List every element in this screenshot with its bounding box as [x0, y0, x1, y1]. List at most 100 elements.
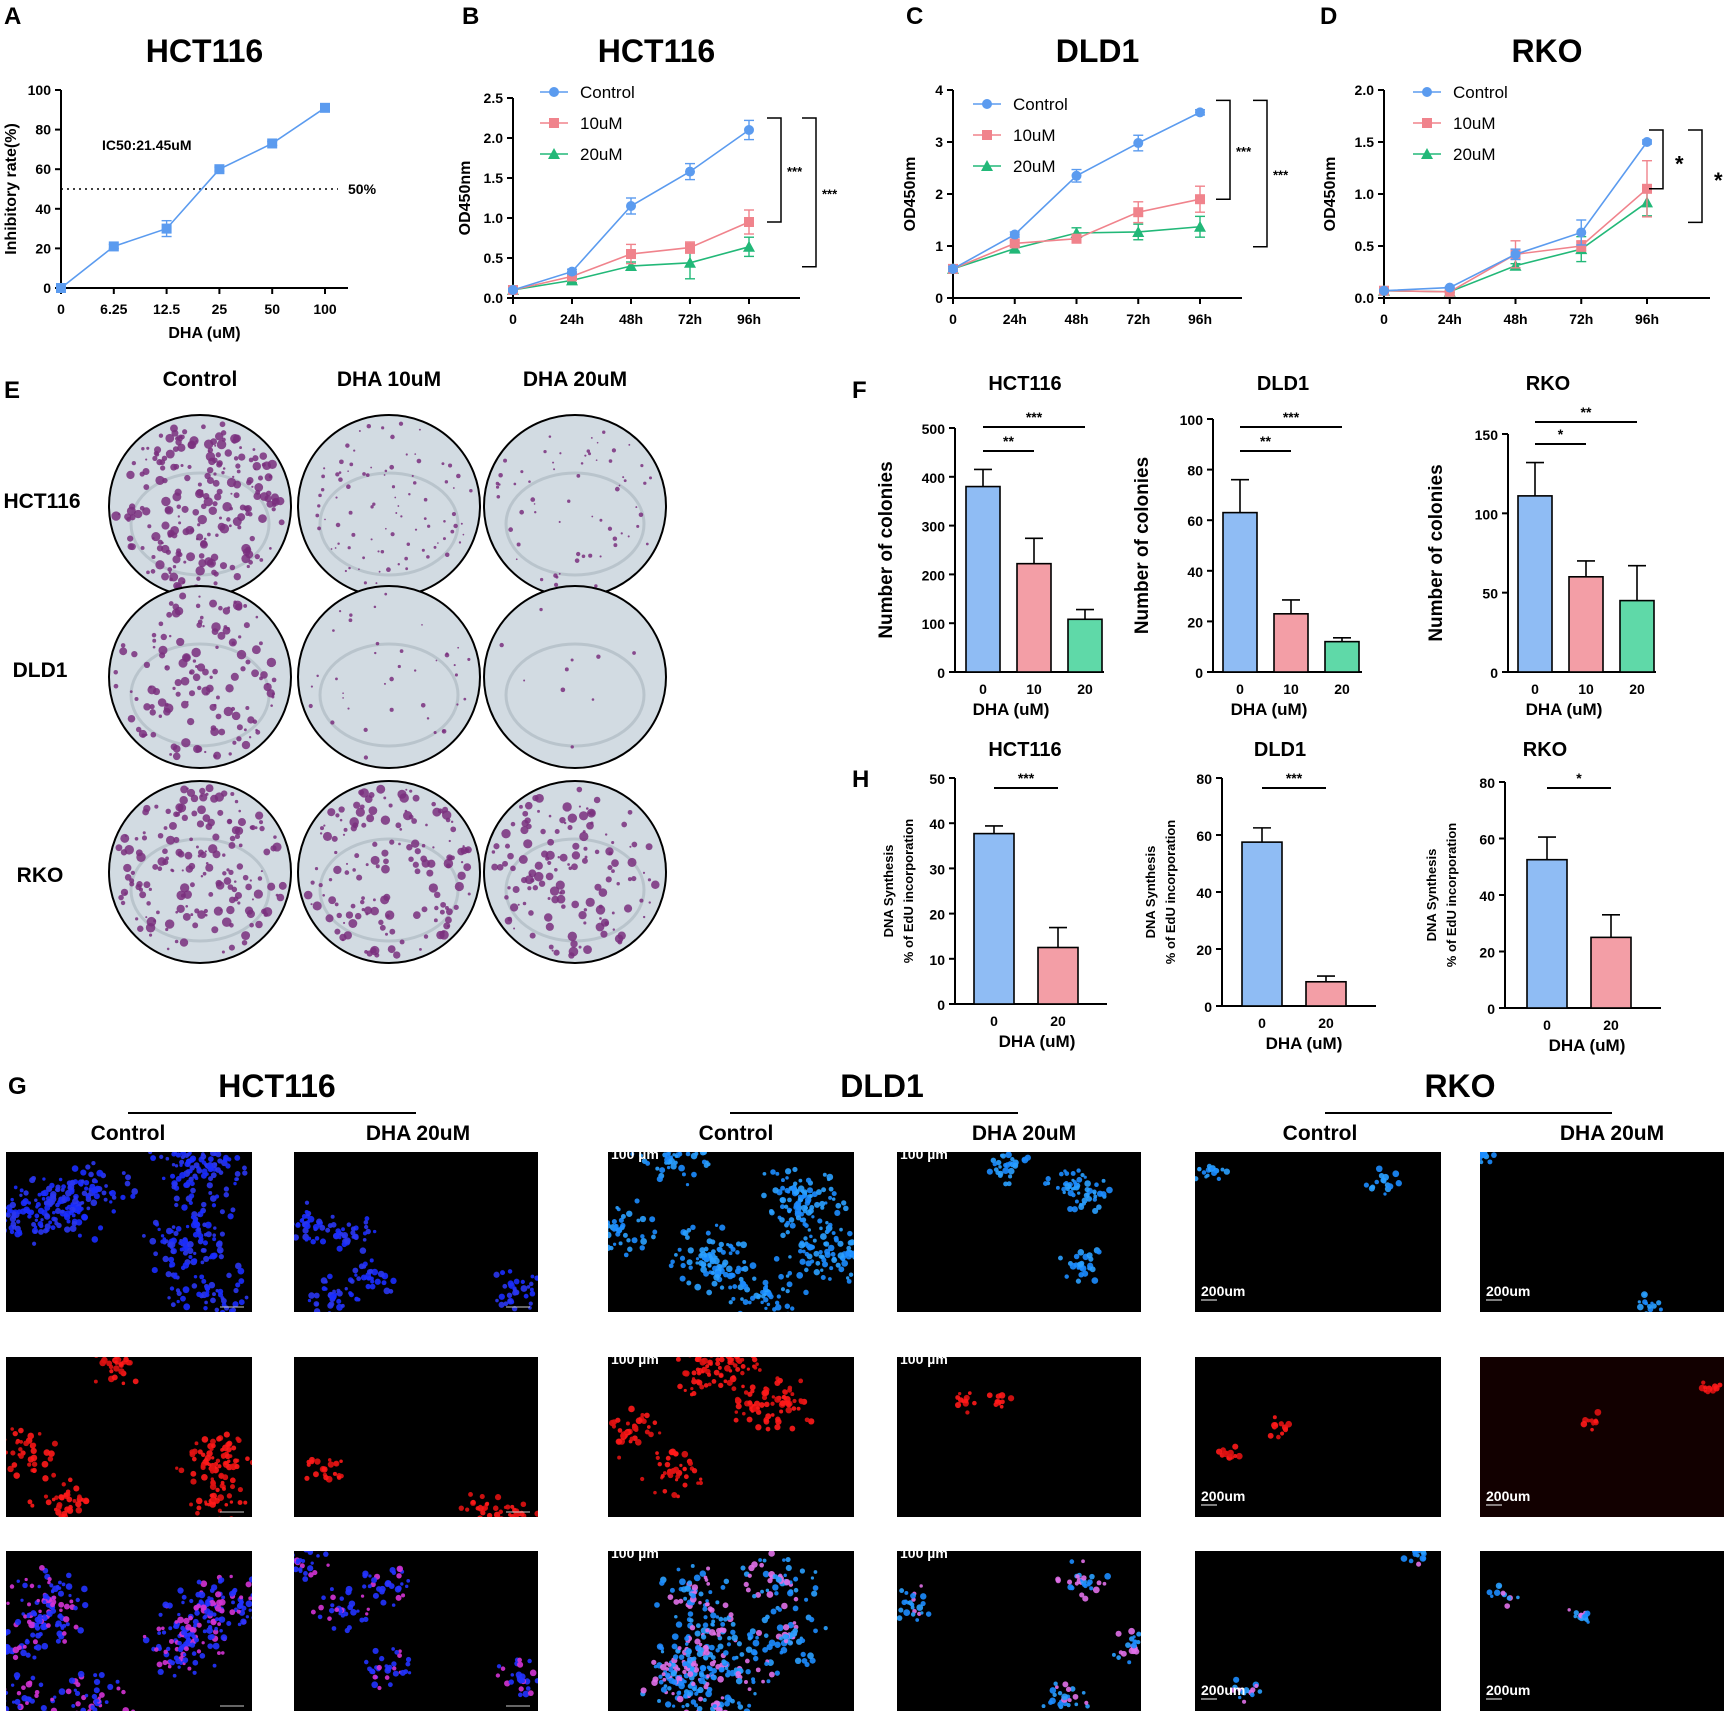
nucleus: [328, 1301, 335, 1307]
nucleus: [184, 1153, 190, 1159]
y-tick-label: 0: [1195, 665, 1203, 681]
colony: [568, 946, 579, 957]
colony: [226, 905, 235, 915]
nucleus: [719, 1224, 726, 1231]
chart-a: [55, 89, 348, 294]
colony: [235, 463, 241, 469]
nucleus: [731, 1296, 736, 1301]
nucleus: [687, 1580, 693, 1586]
colony: [547, 860, 552, 865]
nucleus: [1002, 1167, 1010, 1174]
edu-condition-label: DHA 20uM: [366, 1122, 470, 1145]
y-axis-label: % of EdU incorporation: [1163, 820, 1178, 965]
nucleus: [372, 1229, 377, 1234]
x-axis-label: DHA (uM): [1266, 1034, 1343, 1053]
nucleus: [777, 1607, 782, 1612]
nucleus: [1003, 1181, 1009, 1187]
nucleus: [660, 1473, 665, 1479]
nucleus: [672, 1654, 679, 1660]
colony: [139, 471, 145, 477]
x-tick-label: 20: [1629, 681, 1645, 697]
nucleus: [196, 1505, 202, 1511]
nucleus: [200, 1153, 207, 1160]
nucleus: [186, 1637, 192, 1643]
nucleus: [223, 1154, 229, 1161]
colony: [397, 563, 400, 566]
nucleus: [594, 1248, 599, 1253]
colony: [180, 883, 190, 893]
nucleus: [698, 1696, 704, 1702]
nucleus: [6, 1647, 11, 1655]
nucleus: [785, 1406, 793, 1414]
nucleus: [181, 1594, 187, 1600]
nucleus: [113, 1365, 120, 1372]
nucleus: [44, 1213, 51, 1220]
nucleus: [794, 1657, 802, 1665]
cell-nuclei: [1230, 1551, 1427, 1704]
nucleus: [1004, 1162, 1011, 1169]
nucleus: [709, 1644, 715, 1651]
nucleus: [766, 1643, 773, 1651]
nucleus: [795, 1200, 802, 1207]
colony: [645, 542, 649, 546]
nucleus: [684, 1642, 689, 1646]
nucleus: [190, 1214, 196, 1220]
nucleus: [203, 1232, 208, 1237]
y-axis-label: Inhibitory rate(%): [3, 123, 20, 255]
nucleus: [699, 1384, 705, 1390]
colony: [365, 863, 369, 867]
nucleus: [841, 1259, 849, 1267]
colony: [543, 450, 547, 454]
colony: [208, 844, 218, 854]
nucleus: [697, 1686, 704, 1694]
colony: [204, 472, 211, 480]
colony: [303, 890, 313, 900]
nucleus: [793, 1587, 799, 1593]
colony-dish: [297, 414, 481, 598]
nucleus: [529, 1287, 534, 1292]
nucleus: [846, 1278, 852, 1284]
colony: [586, 449, 591, 453]
nucleus: [792, 1166, 798, 1173]
colony: [238, 843, 243, 848]
colony: [215, 879, 223, 887]
colony: [148, 887, 152, 891]
nucleus: [516, 1676, 524, 1683]
nucleus: [153, 1251, 159, 1257]
colony: [567, 813, 578, 823]
nucleus: [703, 1649, 710, 1656]
colony: [229, 506, 233, 511]
colony: [338, 610, 342, 613]
nucleus: [186, 1314, 191, 1319]
colony: [362, 472, 366, 476]
colony: [222, 467, 226, 470]
nucleus: [1148, 1639, 1154, 1645]
nucleus: [104, 1700, 109, 1704]
colony: [172, 446, 179, 453]
nucleus: [727, 1357, 734, 1363]
colony: [588, 553, 593, 558]
nucleus: [617, 1428, 623, 1433]
x-tick-label: 24h: [1003, 311, 1027, 327]
nucleus: [326, 1563, 330, 1567]
nucleus: [760, 1289, 765, 1295]
image-background: [294, 1357, 538, 1517]
colony: [255, 729, 261, 735]
nucleus: [11, 1462, 18, 1468]
colony: [141, 447, 145, 451]
colony: [196, 576, 201, 581]
nucleus: [1257, 1689, 1263, 1694]
nucleus: [189, 1626, 196, 1633]
nucleus: [792, 1605, 799, 1612]
nucleus: [307, 1298, 312, 1303]
nucleus: [46, 1623, 51, 1628]
chart-h2: [1216, 777, 1376, 1007]
nucleus: [214, 1499, 220, 1504]
nucleus: [182, 1250, 189, 1256]
colony: [278, 881, 287, 890]
nucleus: [813, 1269, 820, 1276]
colony: [183, 654, 190, 662]
nucleus: [170, 1248, 176, 1254]
edu-condition-label: Control: [699, 1122, 774, 1145]
nucleus: [182, 1653, 187, 1657]
